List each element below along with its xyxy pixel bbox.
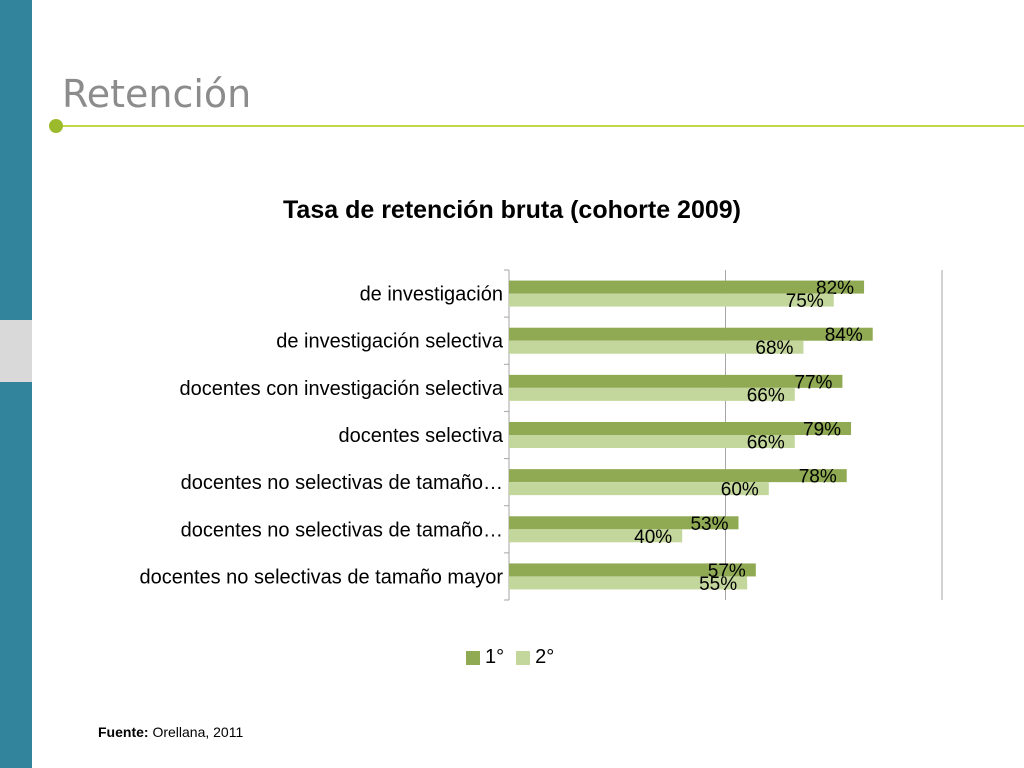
legend-label-series-2: 2°: [535, 646, 555, 668]
source-label: Fuente:: [98, 724, 149, 740]
legend-item-series-1: 1°: [466, 646, 504, 669]
source-note: Fuente: Orellana, 2011: [98, 724, 243, 740]
bar-series-2-3: [509, 435, 795, 448]
legend-swatch-series-2: [516, 650, 531, 665]
data-label-series-2-3: 66%: [747, 433, 785, 454]
bar-series-1-0: [509, 280, 865, 294]
bar-series-2-4: [509, 482, 769, 496]
bar-series-2-2: [509, 387, 795, 401]
bar-series-1-2: [509, 374, 843, 388]
side-accent-block: [0, 320, 32, 382]
bar-series-1-3: [509, 422, 852, 435]
legend-swatch-series-1: [466, 650, 480, 665]
data-label-series-1-1: 84%: [825, 325, 863, 346]
category-label-0: de investigación: [360, 284, 503, 306]
bar-series-2-1: [509, 340, 804, 354]
bar-series-1-1: [509, 327, 873, 341]
category-label-3: docentes selectiva: [338, 425, 503, 447]
category-label-6: docentes no selectivas de tamaño mayor: [139, 566, 503, 588]
title-rule-dot: [49, 119, 63, 133]
title-rule: [56, 125, 1024, 127]
legend-label-series-1: 1°: [485, 646, 505, 668]
data-label-series-2-1: 68%: [755, 338, 793, 359]
data-label-series-1-4: 78%: [799, 467, 837, 488]
data-label-series-2-2: 66%: [747, 385, 785, 406]
data-label-series-2-0: 75%: [786, 291, 824, 312]
bar-series-2-5: [509, 529, 683, 543]
data-label-series-1-2: 77%: [794, 372, 832, 393]
chart-legend: 1° 2°: [466, 646, 566, 669]
bar-series-2-0: [509, 293, 834, 307]
category-label-2: docentes con investigación selectiva: [179, 378, 503, 400]
chart-title: Tasa de retención bruta (cohorte 2009): [283, 196, 741, 224]
slide-title: Retención: [62, 72, 252, 116]
source-text: Orellana, 2011: [152, 724, 244, 740]
bar-series-2-6: [509, 576, 748, 590]
category-label-4: docentes no selectivas de tamaño…: [181, 472, 503, 494]
category-label-5: docentes no selectivas de tamaño…: [181, 519, 503, 541]
data-label-series-1-5: 53%: [690, 514, 728, 535]
bar-series-1-5: [509, 516, 739, 530]
bar-series-1-4: [509, 469, 847, 483]
data-label-series-2-5: 40%: [634, 527, 672, 548]
legend-item-series-2: 2°: [516, 646, 554, 669]
category-label-1: de investigación selectiva: [276, 331, 504, 353]
data-label-series-2-4: 60%: [721, 480, 759, 501]
side-accent-bar: [0, 0, 32, 768]
bar-series-1-6: [509, 563, 756, 577]
data-label-series-1-3: 79%: [803, 420, 841, 441]
data-label-series-2-6: 55%: [699, 574, 737, 595]
